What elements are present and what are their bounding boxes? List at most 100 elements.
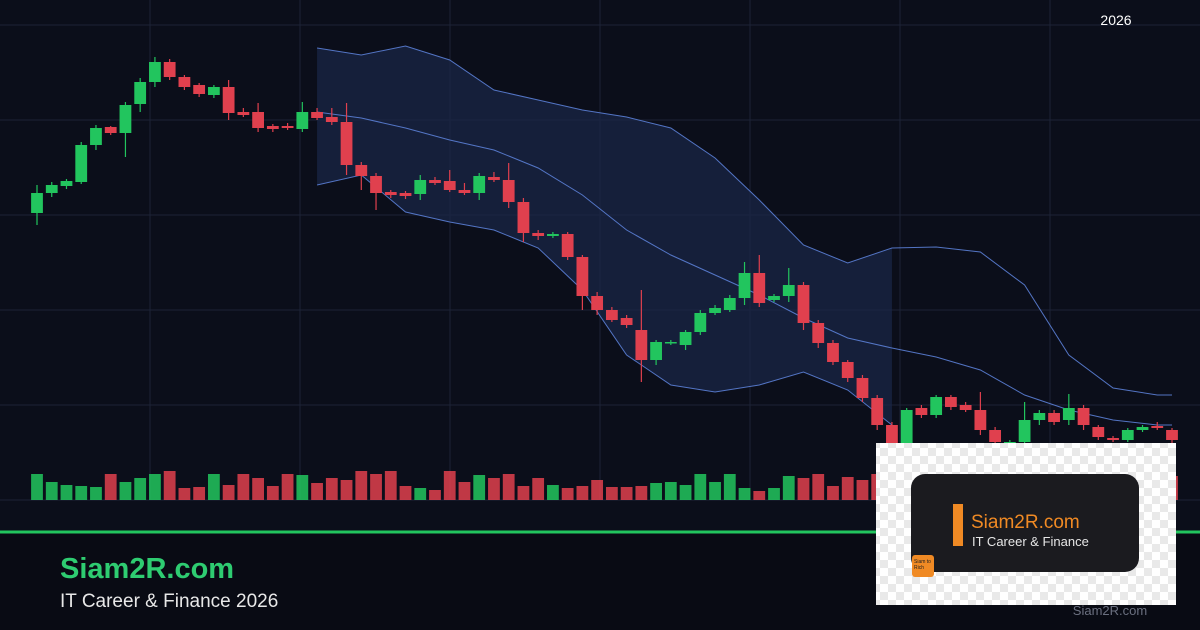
candle-body xyxy=(1048,413,1060,422)
logo-brand: Siam2R.com xyxy=(971,512,1080,533)
candle-body xyxy=(311,112,323,118)
volume-bar xyxy=(340,480,353,500)
candle-body xyxy=(930,397,943,415)
candle-body xyxy=(45,185,58,193)
volume-bar xyxy=(532,478,545,500)
candle-body xyxy=(355,165,368,176)
candle-body xyxy=(782,285,795,296)
candle-body xyxy=(886,425,898,445)
band-lower xyxy=(316,174,893,426)
volume-bar xyxy=(237,474,250,500)
candle-body xyxy=(488,177,500,180)
candle-body xyxy=(1033,413,1046,420)
candle-body xyxy=(281,126,294,128)
volume-bar xyxy=(134,478,147,500)
volume-bar xyxy=(782,476,795,500)
candle-body xyxy=(149,62,161,82)
candle-body xyxy=(841,362,854,378)
volume-bar xyxy=(591,480,604,500)
volume-bar xyxy=(812,474,825,500)
candle-body xyxy=(296,112,309,129)
band-fill xyxy=(317,46,892,425)
volume-bar xyxy=(31,474,43,500)
volume-bar xyxy=(119,482,132,500)
candle-body xyxy=(399,193,412,196)
volume-bar xyxy=(311,483,323,500)
candle-body xyxy=(709,308,721,313)
volume-bar xyxy=(399,486,412,500)
candle-body xyxy=(532,233,545,236)
volume-bar xyxy=(370,474,382,500)
candle-body xyxy=(207,87,220,95)
candle-body xyxy=(237,112,250,115)
candle-body xyxy=(605,310,618,320)
candle-body xyxy=(384,192,397,195)
candle-body xyxy=(1018,420,1031,442)
plot-area xyxy=(31,45,1178,500)
candle-body xyxy=(1062,408,1075,420)
volume-bar xyxy=(738,488,751,500)
logo-card xyxy=(911,474,1139,572)
candle-body xyxy=(370,176,382,193)
candle-body xyxy=(473,176,486,193)
candle-body xyxy=(1151,426,1164,428)
volume-bar xyxy=(664,482,677,500)
volume-bar xyxy=(841,477,854,500)
volume-bar xyxy=(60,485,73,500)
candle-body xyxy=(178,77,191,87)
candle-body xyxy=(900,410,913,445)
candle-body xyxy=(1107,438,1119,440)
volume-bar xyxy=(193,487,206,500)
candle-body xyxy=(812,323,825,343)
candle-body xyxy=(222,87,235,113)
candle-body xyxy=(753,273,766,303)
volume-bar xyxy=(856,480,869,500)
band-upper xyxy=(316,45,1172,396)
candle-body xyxy=(768,296,780,300)
candle-body xyxy=(31,193,43,213)
volume-bar xyxy=(178,488,191,500)
volume-bar xyxy=(709,482,721,500)
candle-body xyxy=(1136,427,1149,430)
candle-body xyxy=(871,398,884,425)
volume-bar xyxy=(384,471,397,500)
candle-body xyxy=(959,405,972,410)
candle-body xyxy=(576,257,589,296)
volume-bar xyxy=(222,485,235,500)
candle-body xyxy=(915,408,928,415)
candle-body xyxy=(502,180,515,202)
candle-body xyxy=(104,127,117,133)
volume-bar xyxy=(561,488,574,500)
volume-bar xyxy=(723,474,736,500)
candle-body xyxy=(340,122,353,165)
candle-body xyxy=(443,181,456,190)
volume-bar xyxy=(620,487,633,500)
candle-body xyxy=(458,190,471,193)
candle-body xyxy=(325,117,338,122)
volume-bar xyxy=(266,486,279,500)
corner-label: 2026 xyxy=(1100,12,1131,28)
logo-icon xyxy=(912,555,934,577)
candle-body xyxy=(90,128,102,145)
volume-bar xyxy=(576,486,589,500)
volume-bar xyxy=(605,487,618,500)
volume-bar xyxy=(296,475,309,500)
candle-body xyxy=(1077,408,1090,425)
footer-tagline: IT Career & Finance 2026 xyxy=(60,591,278,612)
candle-body xyxy=(620,318,633,325)
logo-icon-text: Siam to Rich xyxy=(914,559,931,571)
footer-brand: Siam2R.com xyxy=(60,553,234,585)
candle-body xyxy=(60,181,73,186)
volume-bar xyxy=(753,491,766,500)
volume-bar xyxy=(281,474,294,500)
candle-body xyxy=(163,62,176,77)
volume-bar xyxy=(252,478,264,500)
candle-body xyxy=(252,112,264,128)
volume-bar xyxy=(75,486,88,500)
volume-bar xyxy=(414,488,427,500)
volume-bar xyxy=(827,486,839,500)
candle-body xyxy=(547,234,559,236)
volume-bar xyxy=(207,474,220,500)
